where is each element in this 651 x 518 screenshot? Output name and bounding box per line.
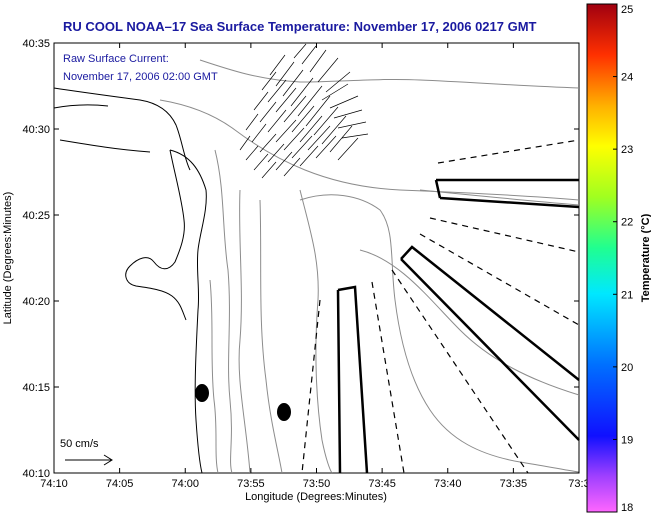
colorbar-tick-label: 21 (621, 289, 633, 301)
x-tick-label: 73:40 (434, 478, 462, 490)
chart-title: RU COOL NOAA–17 Sea Surface Temperature:… (63, 19, 537, 34)
y-axis-ticks: 40:35 40:30 40:25 40:20 40:15 40:10 (22, 38, 579, 480)
x-tick-label: 73:55 (237, 478, 265, 490)
coastline (53, 87, 207, 474)
colorbar-label: Temperature (°C) (640, 213, 651, 302)
x-axis-ticks: 74:10 74:05 74:00 73:55 73:50 73:45 73:40 73:35… (40, 43, 590, 490)
x-tick-label: 73:3 (568, 478, 589, 490)
x-tick-label: 74:10 (40, 478, 68, 490)
y-tick-label: 40:10 (22, 468, 50, 480)
bathymetry-contours (159, 59, 580, 474)
scale-arrow-icon (65, 454, 113, 466)
sampling-regions (336, 178, 580, 474)
annotation-line-1: Raw Surface Current: (63, 53, 169, 65)
x-tick-label: 73:35 (500, 478, 528, 490)
sampling-rays (301, 139, 580, 474)
x-tick-label: 74:00 (171, 478, 199, 490)
y-tick-label: 40:25 (22, 210, 50, 222)
colorbar-tick-label: 20 (621, 362, 633, 374)
colorbar-tick-label: 23 (621, 144, 633, 156)
y-tick-label: 40:15 (22, 382, 50, 394)
x-axis-label: Longitude (Degrees:Minutes) (245, 491, 387, 503)
colorbar-tick-label: 25 (621, 4, 633, 16)
scale-label: 50 cm/s (60, 438, 99, 450)
x-tick-label: 73:50 (303, 478, 331, 490)
current-vector-field (239, 43, 369, 179)
colorbar-tick-label: 22 (621, 217, 633, 229)
x-tick-label: 74:05 (106, 478, 134, 490)
colorbar-tick-label: 24 (621, 72, 633, 84)
annotation-line-2: November 17, 2006 02:00 GMT (63, 71, 218, 83)
colorbar-tick-label: 18 (621, 502, 633, 514)
colorbar-ticks: 25 24 23 22 21 20 19 18 (613, 3, 633, 514)
y-tick-label: 40:35 (22, 38, 50, 50)
y-tick-label: 40:20 (22, 296, 50, 308)
station-marker-1 (195, 384, 209, 402)
colorbar-tick-label: 19 (621, 434, 633, 446)
colorbar (586, 3, 618, 513)
plot-frame (53, 42, 580, 474)
x-tick-label: 73:45 (368, 478, 396, 490)
y-axis-label: Latitude (Degrees:Minutes) (2, 192, 14, 325)
station-marker-2 (277, 403, 291, 421)
y-tick-label: 40:30 (22, 124, 50, 136)
